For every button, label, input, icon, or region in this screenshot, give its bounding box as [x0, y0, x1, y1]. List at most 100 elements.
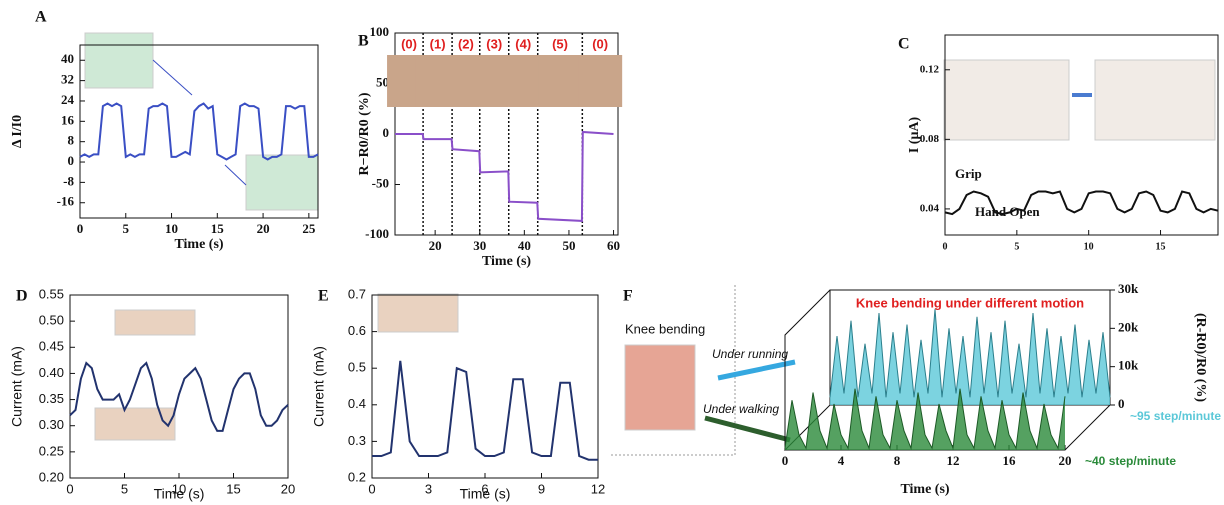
x-tick-label: 15 — [1156, 241, 1166, 252]
y-tick-label: 40 — [61, 51, 74, 66]
y-tick-label: 32 — [61, 72, 74, 87]
y-tick-label: 30k — [1118, 281, 1139, 296]
x-tick-label: 60 — [607, 238, 620, 253]
photo — [578, 55, 623, 107]
y-tick-label: 16 — [61, 112, 75, 127]
y-tick-label: 0.20 — [39, 469, 64, 484]
x-tick-label: 25 — [302, 221, 316, 236]
y-tick-label: 24 — [61, 92, 75, 107]
y-tick-label: -16 — [57, 194, 75, 209]
x-axis-label: Time (s) — [154, 486, 205, 502]
panel-label: D — [16, 288, 28, 305]
photo — [84, 32, 154, 89]
pointer — [152, 59, 193, 96]
arrow — [704, 415, 791, 443]
y-axis-label: I (μA) — [907, 117, 922, 154]
y-tick-label: 0.04 — [920, 202, 940, 214]
x-tick-label: 15 — [226, 481, 240, 496]
annotation: (0) — [401, 36, 417, 51]
x-tick-label: 10 — [172, 481, 186, 496]
x-tick-label: 12 — [947, 453, 960, 468]
y-tick-label: 0.3 — [348, 433, 366, 448]
x-tick-label: 50 — [562, 238, 575, 253]
annotation: (2) — [458, 36, 474, 51]
y-axis-label: Current (mA) — [9, 346, 25, 427]
annotation: Knee bending — [625, 321, 705, 336]
y-tick-label: 0.08 — [920, 133, 940, 145]
panel-label: C — [898, 36, 910, 53]
photo — [377, 293, 459, 333]
x-tick-label: 8 — [894, 453, 901, 468]
photos — [84, 32, 1216, 456]
y-tick-label: 0.45 — [39, 339, 64, 354]
y-tick-label: 0.30 — [39, 417, 64, 432]
x-tick-label: 20 — [429, 238, 442, 253]
y-tick-label: 0.50 — [39, 313, 64, 328]
x-tick-label: 0 — [368, 481, 375, 496]
x-tick-label: 10 — [165, 221, 178, 236]
x-tick-label: 0 — [782, 453, 789, 468]
data-line — [79, 102, 319, 161]
photo — [624, 344, 696, 431]
y-tick-label: 0.4 — [348, 396, 366, 411]
x-axis-label: Time (s) — [482, 254, 531, 269]
panel-label: F — [623, 288, 633, 305]
x-tick-label: 9 — [538, 481, 545, 496]
x-tick-label: 20 — [257, 221, 270, 236]
y-tick-label: 0.55 — [39, 286, 64, 301]
panel-label: E — [318, 288, 329, 305]
plot-frame — [944, 34, 1219, 236]
y-tick-label: 0.35 — [39, 391, 64, 406]
y-tick-label: -50 — [372, 175, 389, 190]
data-line — [372, 360, 598, 461]
x-tick-label: 10 — [1084, 241, 1094, 252]
annotation: (1) — [430, 36, 446, 51]
x-axis-label: Time (s) — [174, 237, 223, 252]
y-tick-label: 0.12 — [920, 63, 940, 75]
data-line — [944, 190, 1219, 216]
x-tick-label: 0 — [77, 221, 84, 236]
y-tick-label: 0.5 — [348, 360, 366, 375]
x-tick-label: 15 — [211, 221, 225, 236]
pointer — [224, 164, 247, 186]
y-tick-label: 0.6 — [348, 323, 366, 338]
photo — [114, 309, 196, 336]
series-label: ~95 step/minute — [1130, 409, 1221, 423]
y-axis-label: Current (mA) — [311, 346, 327, 427]
y-tick-label: -8 — [63, 173, 74, 188]
x-tick-label: 20 — [1059, 453, 1072, 468]
annotation: Grip — [955, 166, 982, 181]
arrow — [717, 359, 796, 381]
y-tick-label: -100 — [365, 226, 389, 241]
x-tick-label: 0 — [943, 241, 948, 252]
y-axis-label: Δ I/I0 — [10, 115, 25, 148]
x-tick-label: 0 — [66, 481, 73, 496]
x-tick-label: 5 — [123, 221, 130, 236]
photo — [538, 55, 583, 107]
annotation: Hand Open — [975, 204, 1040, 219]
y-tick-label: 0 — [383, 125, 390, 140]
y-tick-label: 0.40 — [39, 365, 64, 380]
x-tick-label: 5 — [1014, 241, 1019, 252]
y-tick-label: 8 — [68, 133, 75, 148]
annotation: Under running — [712, 347, 788, 361]
y-tick-label: 0 — [68, 153, 75, 168]
annotation: Under walking — [703, 402, 779, 416]
annotation: (3) — [486, 36, 502, 51]
y-axis-label: R−R0/R0 (%) — [357, 92, 372, 175]
y-tick-label: 0 — [1118, 396, 1125, 411]
x-tick-label: 4 — [838, 453, 845, 468]
data-line — [69, 361, 289, 432]
y-tick-label: 20k — [1118, 319, 1139, 334]
y-tick-label: 0.2 — [348, 469, 366, 484]
x-tick-label: 12 — [591, 481, 605, 496]
photo — [501, 55, 546, 107]
x-tick-label: 3 — [425, 481, 432, 496]
data-line — [395, 130, 614, 222]
plot-frame — [79, 44, 319, 219]
x-tick-label: 16 — [1003, 453, 1017, 468]
y-tick-label: 100 — [370, 24, 390, 39]
annotation: (5) — [552, 36, 568, 51]
y-tick-label: 50 — [376, 74, 389, 89]
